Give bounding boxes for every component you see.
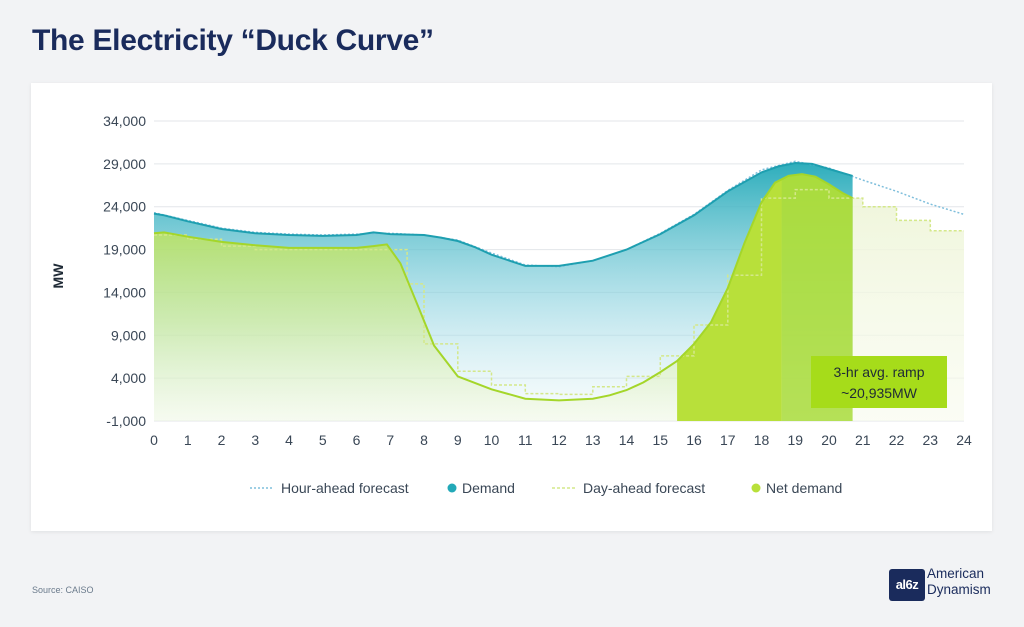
y-tick-label: 19,000 bbox=[103, 242, 146, 258]
x-tick-label: 7 bbox=[386, 432, 394, 448]
x-tick-label: 16 bbox=[686, 432, 702, 448]
x-tick-label: 21 bbox=[855, 432, 871, 448]
x-tick-label: 4 bbox=[285, 432, 293, 448]
duck-curve-chart: -1,000 4,000 9,000 14,000 19,000 24,000 29,000… bbox=[50, 113, 972, 496]
logo-badge: al6z bbox=[889, 569, 925, 601]
x-tick-label: 24 bbox=[956, 432, 972, 448]
y-tick-label: 14,000 bbox=[103, 284, 146, 300]
x-tick-label: 2 bbox=[218, 432, 226, 448]
y-tick-label: -1,000 bbox=[106, 413, 146, 429]
y-tick-label: 34,000 bbox=[103, 113, 146, 129]
day-ahead-forecast-line bbox=[154, 188, 964, 396]
x-tick-label: 19 bbox=[787, 432, 803, 448]
y-tick-label: 29,000 bbox=[103, 156, 146, 172]
annotation-line2: ~20,935MW bbox=[841, 385, 918, 401]
x-tick-label: 1 bbox=[184, 432, 192, 448]
x-tick-label: 18 bbox=[754, 432, 770, 448]
x-tick-label: 6 bbox=[353, 432, 361, 448]
logo-line1: American bbox=[927, 566, 985, 581]
y-axis: -1,000 4,000 9,000 14,000 19,000 24,000 29,000… bbox=[103, 113, 146, 429]
legend-demand-label: Demand bbox=[462, 480, 515, 496]
x-tick-label: 12 bbox=[551, 432, 567, 448]
brand-logo: al6z American Dynamism bbox=[889, 566, 1009, 606]
x-tick-label: 11 bbox=[518, 432, 533, 448]
annotation-line1: 3-hr avg. ramp bbox=[833, 364, 924, 380]
x-tick-label: 3 bbox=[251, 432, 259, 448]
x-tick-label: 14 bbox=[619, 432, 635, 448]
annotation-box bbox=[811, 356, 947, 408]
y-tick-label: 4,000 bbox=[111, 370, 146, 386]
net-demand-area bbox=[154, 174, 853, 421]
logo-line2: Dynamism bbox=[927, 582, 991, 597]
x-tick-label: 0 bbox=[150, 432, 158, 448]
x-tick-label: 9 bbox=[454, 432, 462, 448]
legend-hour-ahead-label: Hour-ahead forecast bbox=[281, 480, 409, 496]
x-tick-label: 8 bbox=[420, 432, 428, 448]
legend-demand-marker bbox=[447, 483, 457, 493]
ramp-annotation: 3-hr avg. ramp ~20,935MW bbox=[811, 356, 947, 408]
x-tick-label: 20 bbox=[821, 432, 837, 448]
x-tick-label: 5 bbox=[319, 432, 327, 448]
x-tick-label: 15 bbox=[652, 432, 668, 448]
y-tick-label: 24,000 bbox=[103, 199, 146, 215]
legend-net-demand-marker bbox=[751, 483, 761, 493]
y-tick-label: 9,000 bbox=[111, 327, 146, 343]
chart-card: -1,000 4,000 9,000 14,000 19,000 24,000 29,000… bbox=[31, 83, 992, 531]
y-axis-label: MW bbox=[50, 263, 66, 289]
x-tick-label: 23 bbox=[922, 432, 938, 448]
x-tick-label: 10 bbox=[484, 432, 500, 448]
ramp-band bbox=[677, 179, 782, 421]
legend-day-ahead-label: Day-ahead forecast bbox=[583, 480, 705, 496]
logo-wordmark: American Dynamism bbox=[927, 566, 991, 598]
page-title: The Electricity “Duck Curve” bbox=[32, 24, 434, 57]
net-demand-line bbox=[153, 173, 854, 402]
source-note: Source: CAISO bbox=[32, 585, 94, 595]
x-tick-label: 13 bbox=[585, 432, 601, 448]
x-axis: 0 1 2 3 4 5 6 7 8 9 10 11 12 13 14 15 16 17 18 19 20 21 22 23 24 bbox=[150, 432, 972, 448]
legend-net-demand-label: Net demand bbox=[766, 480, 842, 496]
x-tick-label: 22 bbox=[889, 432, 905, 448]
legend: Hour-ahead forecast Demand Day-ahead for… bbox=[250, 480, 842, 496]
x-tick-label: 17 bbox=[720, 432, 736, 448]
series-lines bbox=[153, 160, 965, 402]
demand-line bbox=[153, 161, 853, 267]
